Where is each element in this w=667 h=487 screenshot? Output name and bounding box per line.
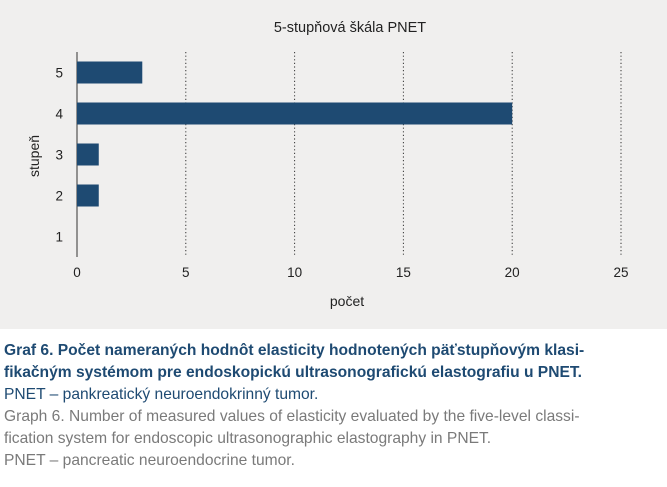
y-tick-label: 3 — [55, 148, 63, 163]
x-tick-label: 10 — [287, 265, 302, 280]
y-tick-label: 1 — [55, 230, 63, 245]
x-tick-label: 15 — [396, 265, 411, 280]
x-tick-label: 25 — [613, 265, 628, 280]
x-tick-labels: 0 5 10 15 20 25 — [73, 265, 628, 280]
grid-lines — [186, 52, 621, 257]
y-tick-label: 2 — [55, 189, 63, 204]
y-axis-title: stupeň — [26, 135, 42, 177]
caption-en-abbreviation: PNET – pancreatic neuroendocrine tumor. — [4, 450, 664, 472]
caption-en-title-line-1: Graph 6. Number of measured values of el… — [4, 406, 664, 428]
y-tick-label: 5 — [55, 66, 63, 81]
x-tick-label: 20 — [505, 265, 520, 280]
caption-sk-title-line-2: fikačným systémom pre endoskopickú ultra… — [4, 362, 664, 384]
bar-stupen-2 — [77, 185, 99, 207]
x-tick-label: 0 — [73, 265, 81, 280]
figure-caption: Graf 6. Počet nameraných hodnôt elastici… — [4, 340, 664, 472]
x-tick-label: 5 — [182, 265, 190, 280]
y-tick-labels: 1 2 3 4 5 — [55, 66, 63, 245]
caption-sk-title-line-1: Graf 6. Počet nameraných hodnôt elastici… — [4, 340, 664, 362]
caption-en-title-line-2: fication system for endoscopic ultrasono… — [4, 428, 664, 450]
bar-stupen-3 — [77, 144, 99, 166]
bar-stupen-4 — [77, 103, 512, 125]
chart-title: 5-stupňová škála PNET — [274, 20, 426, 36]
bar-stupen-5 — [77, 62, 142, 84]
x-axis-title: počet — [330, 293, 364, 309]
chart-panel: 5-stupňová škála PNET 1 2 3 4 5 0 5 10 15 20 25 s… — [0, 0, 667, 329]
y-tick-label: 4 — [55, 107, 63, 122]
caption-sk-abbreviation: PNET – pankreatický neuroendokrinný tumo… — [4, 384, 664, 406]
bar-chart: 5-stupňová škála PNET 1 2 3 4 5 0 5 10 15 20 25 s… — [0, 0, 667, 329]
bars — [77, 62, 512, 207]
